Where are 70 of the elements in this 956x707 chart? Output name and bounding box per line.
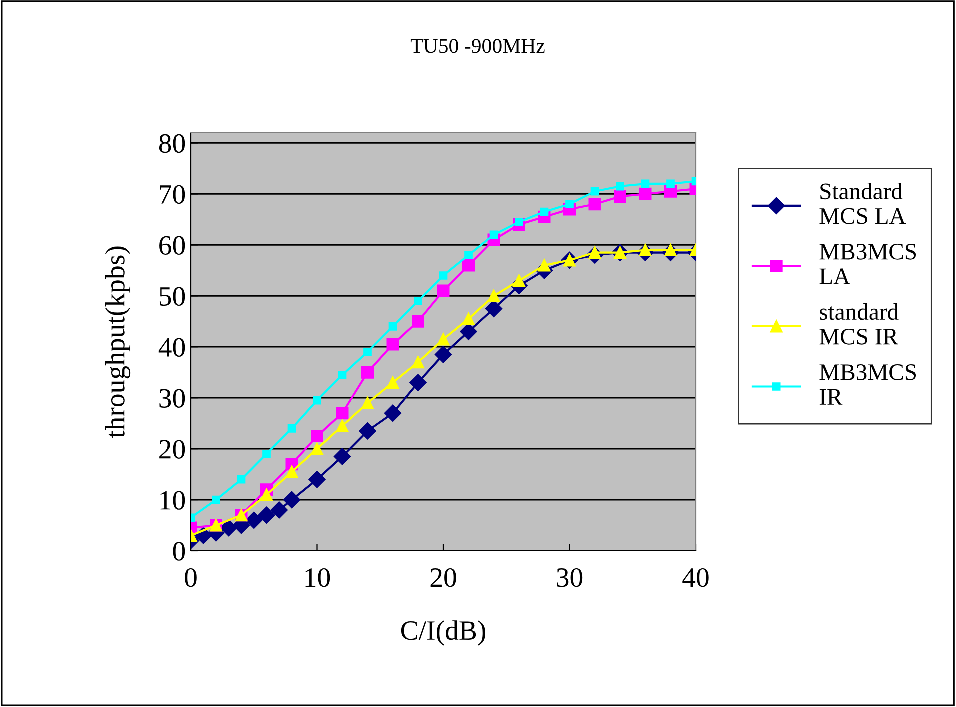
point — [237, 475, 246, 484]
chart-title: TU50 -900MHz — [410, 39, 545, 54]
point — [338, 370, 347, 380]
point — [414, 297, 422, 306]
legend-label: MB3MCS IR — [820, 364, 916, 405]
point — [639, 188, 652, 200]
x-tick-label: 30 — [557, 568, 583, 588]
point — [434, 346, 452, 364]
point — [283, 491, 301, 509]
point — [437, 333, 450, 346]
point — [588, 198, 602, 211]
point — [412, 356, 424, 369]
point — [258, 506, 276, 524]
y-tick-label: 60 — [160, 236, 186, 256]
point — [439, 272, 448, 280]
point — [666, 180, 675, 188]
point — [462, 312, 475, 326]
point — [460, 323, 478, 340]
y-tick-label: 40 — [158, 338, 186, 358]
point — [362, 396, 374, 410]
point — [412, 315, 424, 328]
point — [641, 180, 650, 188]
point — [614, 190, 626, 203]
y-tick-label: 0 — [173, 542, 186, 561]
point — [616, 182, 624, 191]
y-tick-label: 10 — [160, 491, 186, 510]
point — [485, 300, 503, 318]
point — [437, 284, 450, 298]
point — [308, 471, 326, 488]
point — [384, 404, 402, 422]
y-tick-label: 50 — [160, 287, 186, 306]
point — [311, 430, 324, 443]
x-tick-label: 10 — [306, 568, 330, 588]
point — [286, 466, 298, 478]
y-tick-label: 70 — [160, 185, 186, 204]
point — [362, 366, 374, 379]
point — [334, 448, 352, 466]
y-tick-label: 20 — [160, 440, 186, 459]
point — [386, 376, 400, 390]
point — [359, 422, 376, 440]
point — [246, 512, 263, 529]
point — [212, 496, 220, 504]
legend-label: MB3MCS LA — [820, 244, 916, 284]
point — [488, 290, 500, 302]
point — [260, 488, 273, 502]
point — [386, 338, 400, 351]
point — [336, 407, 349, 420]
point — [540, 208, 549, 216]
point — [566, 200, 574, 209]
point — [364, 348, 372, 356]
point — [388, 322, 398, 331]
point — [262, 450, 271, 458]
point — [462, 259, 475, 272]
point — [270, 502, 288, 519]
point — [288, 424, 296, 433]
y-tick-label: 80 — [159, 134, 186, 154]
point — [311, 442, 324, 456]
point — [336, 420, 349, 432]
x-axis-title: C/I(dB) — [401, 620, 486, 646]
legend-label: Standard MCS LA — [820, 182, 906, 224]
legend-label: standard MCS IR — [820, 304, 899, 345]
point — [464, 251, 473, 260]
point — [590, 187, 600, 196]
y-tick-label: 30 — [160, 389, 186, 408]
point — [490, 230, 498, 240]
point — [410, 374, 427, 392]
point — [313, 396, 322, 405]
x-tick-label: 40 — [682, 568, 709, 588]
x-tick-label: 20 — [430, 568, 456, 588]
y-axis-title: throughput(kpbs) — [105, 246, 131, 438]
